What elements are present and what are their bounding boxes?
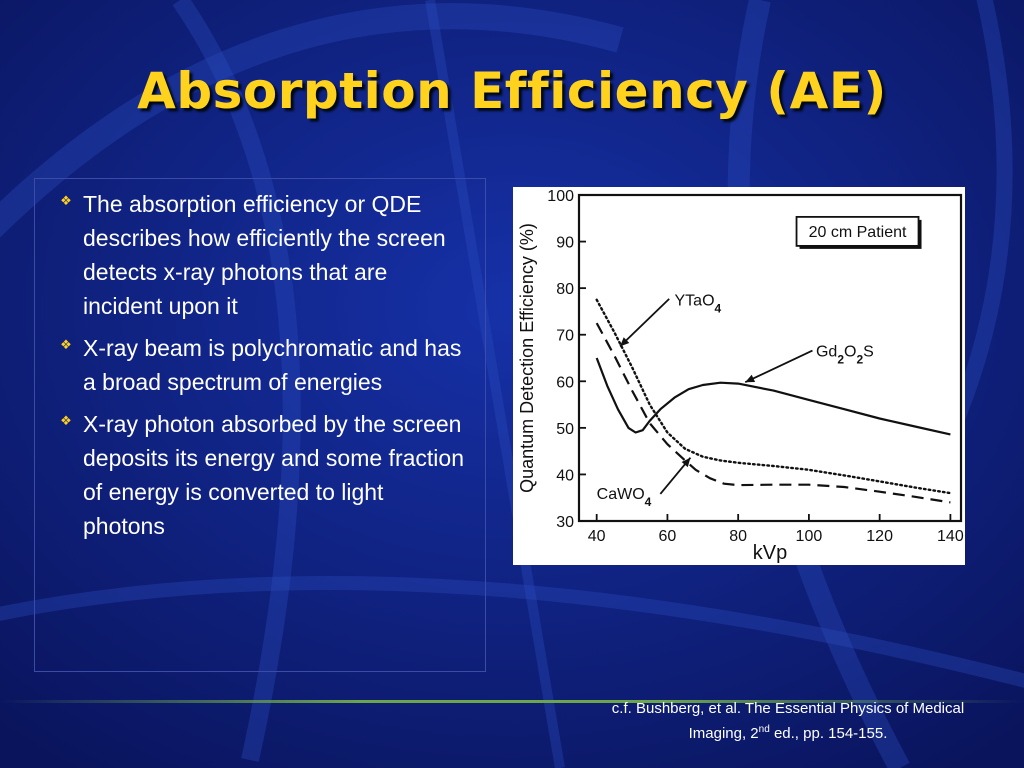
y-tick-label: 40 [556, 467, 574, 484]
series-label-cawo4-arrow-head [681, 457, 691, 468]
series-label-ytao4-arrow-head [620, 337, 630, 347]
series-label-ytao4: YTaO4 [675, 292, 722, 315]
series-label-cawo4: CaWO4 [597, 486, 652, 509]
slide-title: Absorption Efficiency (AE) [137, 62, 887, 120]
bullet-list: ❖ The absorption efficiency or QDE descr… [35, 179, 485, 543]
diamond-quad-icon: ❖ [60, 414, 72, 429]
citation-line-2: Imaging, 2nd ed., pp. 154-155. [548, 719, 1024, 744]
series-label-ytao4-arrow [619, 298, 670, 348]
x-tick-label: 100 [796, 528, 823, 545]
y-tick-label: 50 [556, 421, 574, 438]
bullet-item: ❖ X-ray beam is polychromatic and has a … [49, 331, 471, 399]
x-tick-label: 140 [937, 528, 964, 545]
legend-box [795, 215, 920, 247]
legend-box-text: 20 cm Patient [809, 224, 907, 241]
bullet-text: The absorption efficiency or QDE describ… [83, 191, 446, 319]
series-label-gd2o2s-arrow [744, 349, 813, 384]
series-line-gd2o2s [595, 357, 951, 436]
y-tick-label: 80 [556, 281, 574, 298]
footer-divider [0, 700, 1024, 703]
x-tick-label: 120 [866, 528, 893, 545]
x-tick-label: 60 [659, 528, 677, 545]
y-tick-label: 70 [556, 328, 574, 345]
y-axis-title: Quantum Detection Efficiency (%) [517, 223, 537, 493]
bullet-text: X-ray beam is polychromatic and has a br… [83, 335, 462, 395]
series-line-ytao4 [595, 298, 952, 495]
plot-frame [577, 193, 963, 523]
diamond-quad-icon: ❖ [60, 338, 72, 353]
bullet-item: ❖ X-ray photon absorbed by the screen de… [49, 407, 471, 543]
citation-line-1: c.f. Bushberg, et al. The Essential Phys… [611, 700, 965, 717]
series-line-cawo4 [595, 322, 951, 504]
x-axis-title: kVp [753, 542, 787, 564]
text-panel: ❖ The absorption efficiency or QDE descr… [34, 178, 486, 672]
y-tick-label: 60 [556, 374, 574, 391]
x-tick-label: 40 [588, 528, 606, 545]
series-label-gd2o2s: Gd2O2S [816, 344, 874, 367]
x-tick-label: 80 [729, 528, 747, 545]
series-label-gd2o2s-arrow-head [745, 374, 756, 383]
y-tick-label: 100 [547, 188, 574, 205]
citation: c.f. Bushberg, et al. The Essential Phys… [548, 698, 1024, 744]
bullet-text: X-ray photon absorbed by the screen depo… [83, 411, 464, 539]
bullet-item: ❖ The absorption efficiency or QDE descr… [49, 187, 471, 323]
qde-chart: 30 40 50 60 70 80 90 100 40 60 80 100 120 140 kVp Quant… [517, 188, 964, 564]
qde-figure: 30 40 50 60 70 80 90 100 40 60 80 100 120 140 kVp Quant… [513, 187, 965, 565]
diamond-quad-icon: ❖ [60, 194, 72, 209]
y-tick-label: 30 [556, 514, 574, 531]
citation-line-2-pre: Imaging, 2 [688, 725, 759, 742]
citation-line-2-post: ed., pp. 154-155. [769, 725, 888, 742]
citation-ordinal: nd [758, 724, 770, 735]
y-tick-label: 90 [556, 235, 574, 252]
